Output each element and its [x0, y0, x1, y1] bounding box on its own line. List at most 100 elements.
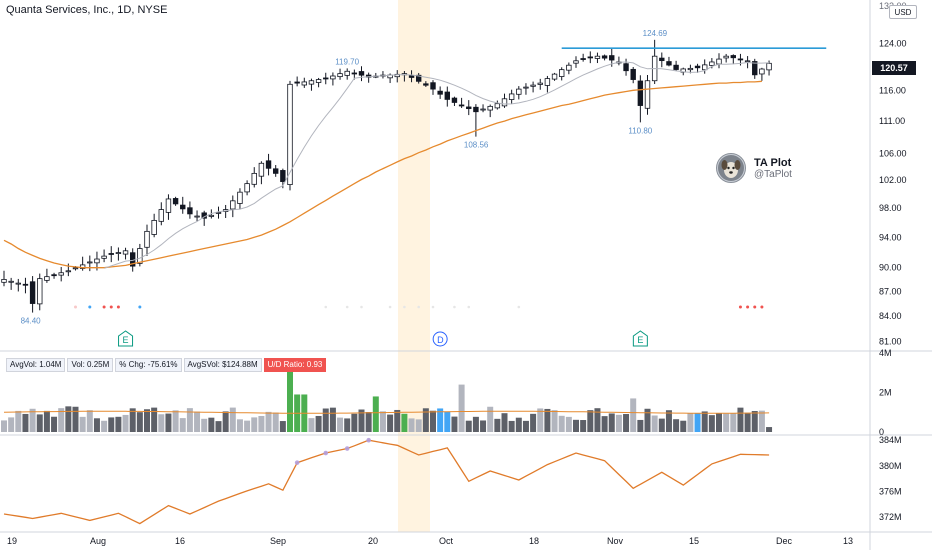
volume-bar	[36, 414, 43, 432]
currency-badge[interactable]: USD	[889, 5, 917, 19]
candle-body	[44, 276, 50, 281]
volume-bar	[279, 421, 286, 432]
volume-bar	[122, 414, 129, 432]
y-tick-label: 106.00	[879, 148, 907, 158]
volume-bar	[351, 413, 358, 432]
ma-slow-line	[3, 80, 762, 269]
volume-bar	[222, 411, 229, 432]
x-tick-label: 15	[689, 536, 699, 546]
y-tick-label: 102.00	[879, 175, 907, 185]
candle-body	[244, 183, 250, 193]
volume-bar	[65, 406, 72, 432]
volume-bar	[744, 412, 751, 432]
candle-body	[58, 272, 64, 276]
candle-body	[194, 215, 200, 218]
volume-bar	[22, 413, 29, 432]
volume-tick-label: 2M	[879, 388, 892, 398]
candle-body	[430, 82, 436, 90]
candle-body	[730, 55, 736, 59]
candle-body	[337, 73, 343, 78]
volume-bar	[201, 418, 208, 432]
candle-body	[1, 279, 7, 283]
volume-bar	[129, 408, 136, 432]
volume-bar	[93, 418, 100, 432]
x-tick-label: 20	[368, 536, 378, 546]
volume-bar	[272, 412, 279, 432]
volume-average-line	[3, 410, 770, 414]
candle-body	[623, 63, 629, 72]
volume-bar	[480, 420, 487, 432]
volume-bar	[394, 409, 401, 432]
y-tick-label: 90.00	[879, 263, 902, 273]
candle-body	[737, 58, 744, 61]
candle-body	[65, 270, 72, 273]
volume-bar	[344, 418, 351, 432]
volume-bar	[251, 417, 258, 432]
dividend-event-icon	[432, 331, 448, 347]
candle-body	[637, 80, 644, 106]
volume-bar	[144, 409, 150, 432]
candle-body	[666, 61, 672, 66]
volume-bar	[501, 413, 508, 432]
event-highlight-band	[398, 0, 430, 532]
candle-body	[723, 55, 729, 59]
volume-bar	[86, 410, 93, 432]
x-tick-label: Sep	[270, 536, 286, 546]
volume-bar	[329, 407, 336, 432]
candle-body	[151, 219, 157, 235]
candle-body	[265, 160, 272, 169]
candle-body	[323, 77, 329, 80]
volume-bar	[158, 414, 165, 432]
volume-bar	[72, 406, 79, 432]
candle-body	[237, 191, 243, 204]
candle-body	[315, 79, 322, 83]
candle-body	[744, 60, 751, 63]
volume-bar	[651, 415, 658, 432]
volume-bar	[315, 415, 322, 432]
volume-bar	[401, 413, 408, 432]
volume-bar	[766, 427, 773, 432]
y-tick-label: 124.00	[879, 39, 907, 49]
volume-bar	[637, 419, 644, 432]
candle-body	[108, 253, 114, 255]
volume-bar	[337, 417, 344, 432]
candle-body	[351, 72, 358, 75]
volume-bar	[308, 418, 315, 432]
price-annotation: 110.80	[628, 126, 652, 135]
volume-bar	[387, 414, 394, 432]
candle-body	[566, 64, 572, 71]
rs-line	[3, 439, 770, 525]
signal-dot	[102, 305, 106, 309]
volume-bar	[415, 419, 422, 432]
stat-vol: Vol: 0.25M	[67, 358, 114, 372]
candle-body	[752, 61, 758, 76]
candle-body	[287, 83, 293, 185]
signal-dot	[417, 305, 421, 309]
candle-body	[551, 73, 558, 80]
volume-bar	[615, 414, 622, 432]
volume-bar	[573, 419, 579, 432]
candle-body	[215, 212, 222, 214]
candle-body	[37, 278, 43, 305]
candle-body	[702, 64, 708, 71]
volume-bar	[437, 408, 444, 432]
candle-body	[172, 198, 179, 205]
price-annotation: 84.40	[21, 317, 42, 326]
candle-body	[15, 282, 21, 285]
candle-body	[437, 90, 443, 95]
candle-body	[716, 58, 722, 65]
volume-bar	[208, 417, 215, 432]
candle-body	[187, 207, 193, 215]
rs-tick-label: 380M	[879, 461, 902, 471]
last-price-label: 120.57	[872, 61, 916, 75]
volume-bar	[687, 413, 694, 432]
candle-body	[523, 86, 529, 89]
volume-bar	[258, 415, 265, 432]
y-tick-label: 94.00	[879, 232, 902, 242]
volume-bar	[101, 420, 108, 432]
candle-body	[51, 274, 57, 277]
candle-body	[330, 75, 336, 80]
candle-body	[280, 170, 286, 182]
volume-bar	[229, 407, 236, 432]
